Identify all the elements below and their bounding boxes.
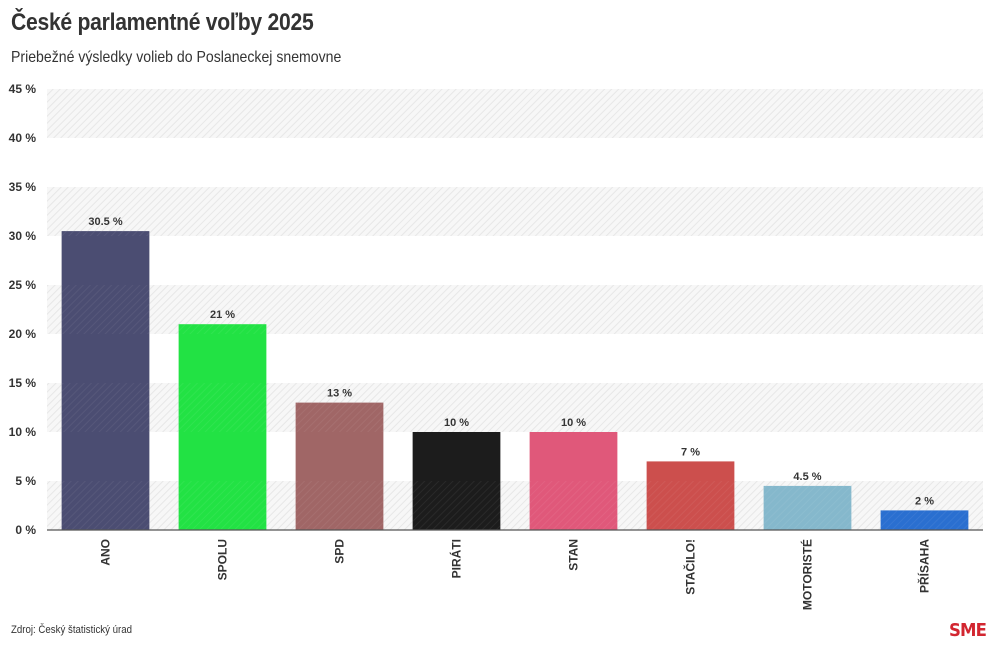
x-tick-label: MOTORISTÉ [800,539,815,610]
x-tick-label: PŘÍSAHA [917,539,932,593]
y-tick-label: 25 % [9,278,37,292]
y-tick-label: 15 % [9,376,37,390]
chart-title: České parlamentné voľby 2025 [11,9,314,36]
grid-band-overlay [47,89,983,138]
grid-band-overlay [47,383,983,432]
x-tick-label: SPOLU [216,539,230,580]
y-axis: 0 % 5 % 10 % 15 % 20 % 25 % 30 % 35 % 40 % 45 % [9,82,37,537]
y-tick-label: 0 % [15,523,36,537]
x-tick-label: STAN [567,539,581,571]
y-tick-label: 45 % [9,82,37,96]
chart-subtitle: Priebežné výsledky volieb do Poslaneckej… [11,49,342,66]
grid-band-overlay [47,285,983,334]
y-tick-label: 20 % [9,327,37,341]
x-tick-label: SPD [333,539,347,564]
grid-band-overlay [47,481,983,530]
y-tick-label: 30 % [9,229,37,243]
x-tick-label: PIRÁTI [449,539,464,578]
band-overlay [47,89,983,530]
bar-ano [61,231,150,530]
x-tick-label: ANO [99,539,113,566]
bar-value-label: 4.5 % [793,471,821,483]
grid-band-overlay [47,187,983,236]
y-tick-label: 40 % [9,131,37,145]
sme-logo: SME [949,620,987,641]
bar-value-label: 7 % [681,446,700,458]
y-tick-label: 35 % [9,180,37,194]
x-axis: ANO SPOLU SPD PIRÁTI STAN STAČILO! MOTORISTÉ PŘ… [99,539,932,610]
y-tick-label: 10 % [9,425,37,439]
source-note: Zdroj: Český štatistický úrad [11,624,133,636]
y-tick-label: 5 % [15,474,36,488]
x-tick-label: STAČILO! [683,539,698,595]
